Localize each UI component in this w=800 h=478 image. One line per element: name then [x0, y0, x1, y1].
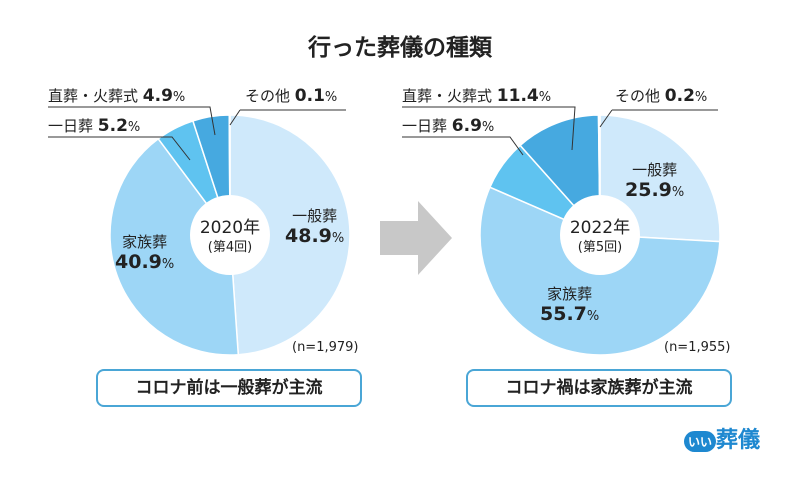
right-arrow-icon [380, 201, 452, 275]
pie-hole [560, 195, 640, 275]
logo: いい 葬儀 [683, 422, 760, 454]
label-other-2022: その他 0.2% [615, 86, 708, 106]
pie-slice-0-0 [229, 114, 351, 356]
conclusion-2020: コロナ前は一般葬が主流 [96, 369, 362, 407]
leader-lines [48, 106, 718, 161]
pie-slice-0-1 [109, 137, 240, 356]
label-family-2020: 家族葬 40.9% [115, 233, 175, 273]
pie-slice-0-4 [228, 114, 231, 236]
label-general-2022: 一般葬 25.9% [625, 161, 685, 201]
label-other-2020: その他 0.1% [245, 86, 338, 106]
center-label-2020: 2020年 (第4回) [199, 218, 261, 255]
conclusion-2022: コロナ禍は家族葬が主流 [466, 369, 732, 407]
pie-hole [190, 195, 270, 275]
label-direct-2022: 直葬・火葬式 11.4% [402, 86, 552, 106]
center-label-2022: 2022年 (第5回) [569, 218, 631, 255]
label-family-2022: 家族葬 55.7% [540, 285, 600, 325]
label-oneday-2020: 一日葬 5.2% [48, 116, 141, 136]
label-oneday-2022: 一日葬 6.9% [402, 116, 495, 136]
chart-title: 行った葬儀の種類 [308, 35, 492, 61]
label-direct-2020: 直葬・火葬式 4.9% [48, 86, 186, 106]
label-general-2020: 一般葬 48.9% [285, 207, 345, 247]
sample-size-2022: (n=1,955) [664, 340, 731, 355]
sample-size-2020: (n=1,979) [292, 340, 359, 355]
